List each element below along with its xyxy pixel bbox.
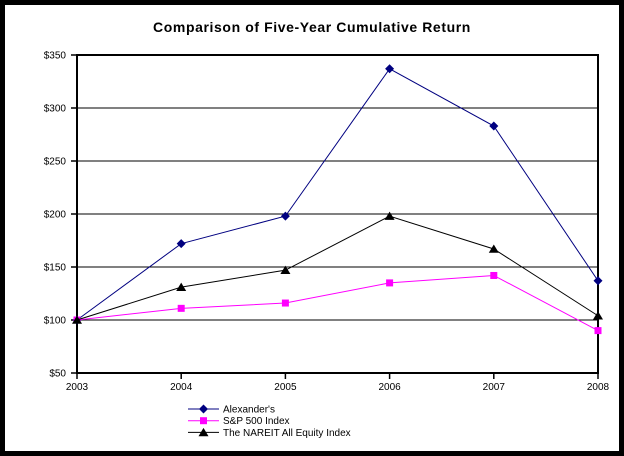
data-point-marker — [488, 244, 499, 253]
y-axis-tick-label: $300 — [44, 104, 67, 115]
x-axis-tick-label: 2003 — [66, 382, 89, 393]
x-axis: 2003 2004 2005 2006 2007 2008 — [66, 373, 610, 393]
series-lines — [72, 64, 603, 335]
y-axis-tick-label: $150 — [44, 263, 67, 274]
data-point-marker — [593, 276, 603, 286]
x-axis-tick-label: 2008 — [587, 382, 610, 393]
data-point-marker — [385, 64, 395, 74]
data-point-marker — [281, 299, 289, 307]
data-point-marker — [386, 279, 394, 287]
data-point-marker — [176, 239, 186, 249]
gridlines — [77, 107, 598, 321]
series-line — [76, 68, 599, 321]
x-axis-tick-label: 2007 — [483, 382, 506, 393]
series-line — [76, 274, 599, 332]
data-point-marker — [177, 304, 185, 312]
legend-marker — [198, 427, 209, 437]
data-point-marker — [72, 315, 82, 324]
legend-marker — [199, 404, 208, 414]
data-point-marker — [280, 265, 291, 274]
legend-label: The NAREIT All Equity Index — [223, 428, 351, 439]
cumulative-return-chart: $50 $100 $150 $200 $250 $300 $350 2003 2004 2005… — [44, 51, 610, 439]
x-axis-tick-label: 2006 — [378, 382, 401, 393]
y-axis-tick-label: $250 — [44, 157, 67, 168]
y-axis-tick-label: $350 — [44, 51, 67, 62]
data-point-marker — [490, 271, 498, 279]
y-axis-tick-label: $100 — [44, 316, 67, 327]
y-axis-tick-label: $200 — [44, 210, 67, 221]
legend-label: S&P 500 Index — [223, 416, 290, 427]
data-point-marker — [176, 282, 187, 291]
data-point-marker — [280, 211, 290, 221]
data-point-marker — [594, 327, 602, 335]
x-axis-tick-label: 2004 — [170, 382, 193, 393]
legend-label: Alexander's — [223, 405, 275, 416]
series-line — [76, 215, 599, 321]
y-axis: $50 $100 $150 $200 $250 $300 $350 — [44, 51, 77, 380]
chart-title: Comparison of Five-Year Cumulative Retur… — [153, 19, 471, 35]
legend-marker — [200, 417, 207, 425]
x-axis-tick-label: 2005 — [274, 382, 297, 393]
data-point-marker — [489, 121, 499, 131]
data-point-marker — [593, 311, 603, 320]
y-axis-tick-label: $50 — [49, 369, 66, 380]
data-point-marker — [384, 211, 395, 220]
